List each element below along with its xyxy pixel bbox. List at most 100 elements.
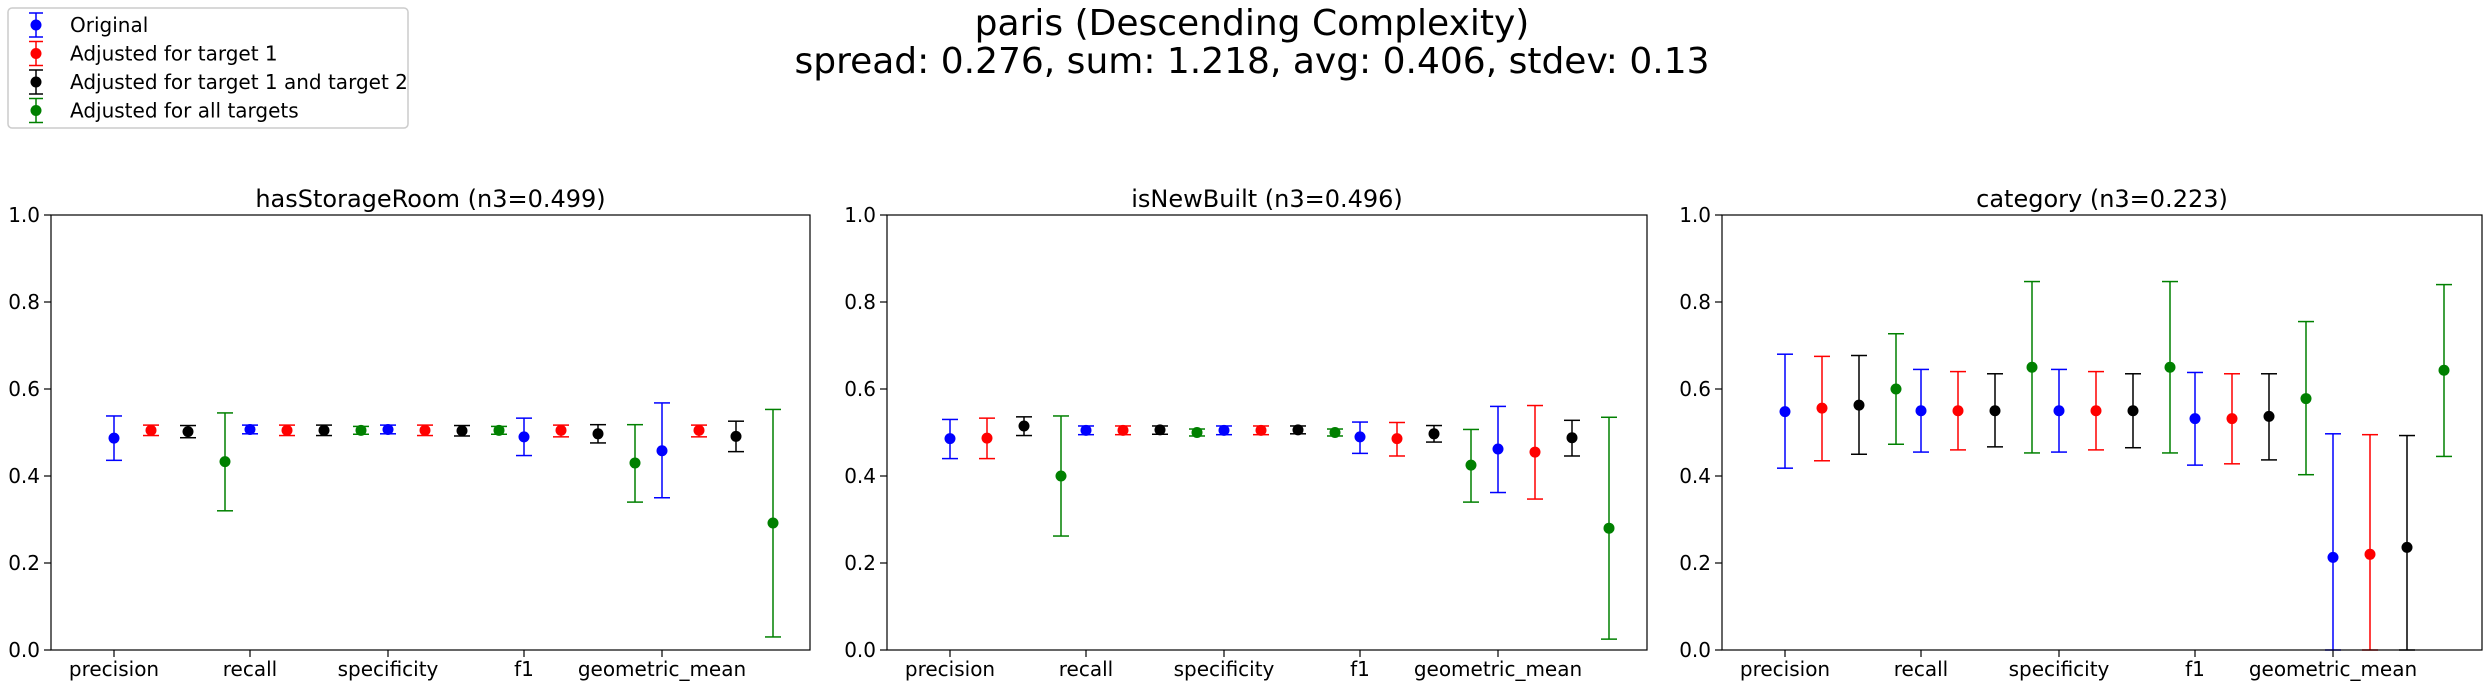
data-point [419, 424, 431, 436]
legend-entry: Original [29, 12, 148, 38]
x-tick-label: specificity [338, 657, 439, 681]
data-point [1018, 420, 1030, 432]
data-point [1529, 446, 1541, 458]
data-point [1117, 424, 1129, 436]
y-tick-label: 0.2 [1679, 551, 1711, 575]
data-point [1191, 427, 1203, 438]
legend: Original Adjusted for target 1 Adjusted fo… [7, 7, 409, 129]
data-point [493, 424, 505, 436]
data-point [2090, 405, 2102, 417]
data-point [1465, 459, 1477, 471]
y-tick-label: 0.6 [844, 377, 876, 401]
legend-entry: Adjusted for all targets [29, 97, 299, 124]
data-point [944, 433, 956, 445]
data-point [2026, 361, 2038, 373]
series [1851, 354, 2415, 651]
axes-frame [886, 214, 1648, 651]
data-point [2053, 405, 2065, 417]
y-tick-label: 0.4 [844, 464, 876, 488]
x-tick-label: f1 [514, 657, 534, 681]
data-point [2364, 548, 2376, 560]
data-point [1428, 428, 1440, 440]
data-point [1218, 424, 1230, 436]
data-point [2189, 413, 2201, 425]
subplot: hasStorageRoom (n3=0.499) 0.0 0.2 0.4 0.6 0.8… [8, 185, 811, 681]
data-point [355, 424, 367, 436]
x-tick-label: specificity [1174, 657, 1275, 681]
y-tick-label: 0.2 [844, 551, 876, 575]
data-point [1055, 470, 1067, 482]
x-tick-label: precision [905, 657, 995, 681]
series [1016, 416, 1580, 457]
y-tick-label: 0.6 [8, 377, 40, 401]
data-point [2300, 393, 2312, 405]
data-point [219, 456, 231, 468]
subplot: category (n3=0.223) 0.0 0.2 0.4 0.6 0.8 1.0 pre… [1679, 185, 2483, 681]
data-point [1603, 522, 1615, 534]
data-point [1853, 399, 1865, 411]
y-tick-label: 0.8 [8, 290, 40, 314]
data-point [1391, 433, 1403, 445]
y-tick-label: 0.4 [1679, 464, 1711, 488]
legend-marker [30, 105, 42, 116]
data-point [1890, 383, 1902, 395]
legend-label: Original [70, 13, 148, 37]
subplot: isNewBuilt (n3=0.496) 0.0 0.2 0.4 0.6 0.8 1.0 p… [844, 185, 1648, 681]
data-point [656, 445, 668, 457]
data-point [182, 426, 194, 438]
series [979, 404, 1543, 500]
data-point [767, 517, 779, 529]
series [1053, 415, 1617, 640]
legend-entry: Adjusted for target 1 [29, 40, 278, 67]
x-tick-label: specificity [2009, 657, 2110, 681]
data-point [1952, 405, 1964, 417]
x-tick-label: recall [1894, 657, 1948, 681]
y-tick-label: 0.0 [1679, 638, 1711, 662]
data-point [318, 424, 330, 436]
legend-label: Adjusted for all targets [70, 99, 299, 123]
x-tick-label: recall [1059, 657, 1113, 681]
x-tick-label: f1 [1350, 657, 1370, 681]
legend-marker [30, 48, 42, 59]
data-point [1292, 424, 1304, 436]
axes-frame [1721, 214, 2483, 651]
series [1777, 353, 2341, 651]
data-point [281, 424, 293, 436]
data-point [1080, 424, 1092, 436]
legend-entry: Adjusted for target 1 and target 2 [29, 69, 408, 95]
data-point [145, 424, 157, 436]
y-tick-label: 0.8 [844, 290, 876, 314]
data-point [592, 428, 604, 440]
data-point [2127, 405, 2139, 417]
series [106, 402, 670, 499]
data-point [382, 423, 394, 435]
axes-frame [50, 214, 811, 651]
data-point [629, 457, 641, 469]
series [217, 408, 781, 638]
x-tick-label: recall [223, 657, 277, 681]
data-point [1779, 406, 1791, 418]
data-point [244, 423, 256, 435]
data-point [518, 431, 530, 443]
legend-label: Adjusted for target 1 and target 2 [70, 70, 408, 94]
y-tick-label: 0.6 [1679, 377, 1711, 401]
y-tick-label: 0.4 [8, 464, 40, 488]
x-tick-label: f1 [2185, 657, 2205, 681]
data-point [1566, 432, 1578, 444]
series [143, 424, 707, 438]
x-tick-label: precision [1740, 657, 1830, 681]
data-point [2327, 551, 2339, 563]
subplot-title: category (n3=0.223) [1976, 185, 2228, 213]
data-point [1989, 405, 2001, 417]
legend-frame [7, 7, 409, 129]
legend-marker [30, 19, 42, 31]
figure-title-line1: paris (Descending Complexity) [975, 3, 1530, 44]
data-point [730, 430, 742, 442]
data-point [2438, 364, 2450, 376]
data-point [1354, 431, 1366, 443]
y-tick-label: 0.2 [8, 551, 40, 575]
subplots: hasStorageRoom (n3=0.499) 0.0 0.2 0.4 0.6 0.8… [8, 185, 2483, 681]
data-point [2263, 410, 2275, 422]
y-tick-label: 0.0 [844, 638, 876, 662]
